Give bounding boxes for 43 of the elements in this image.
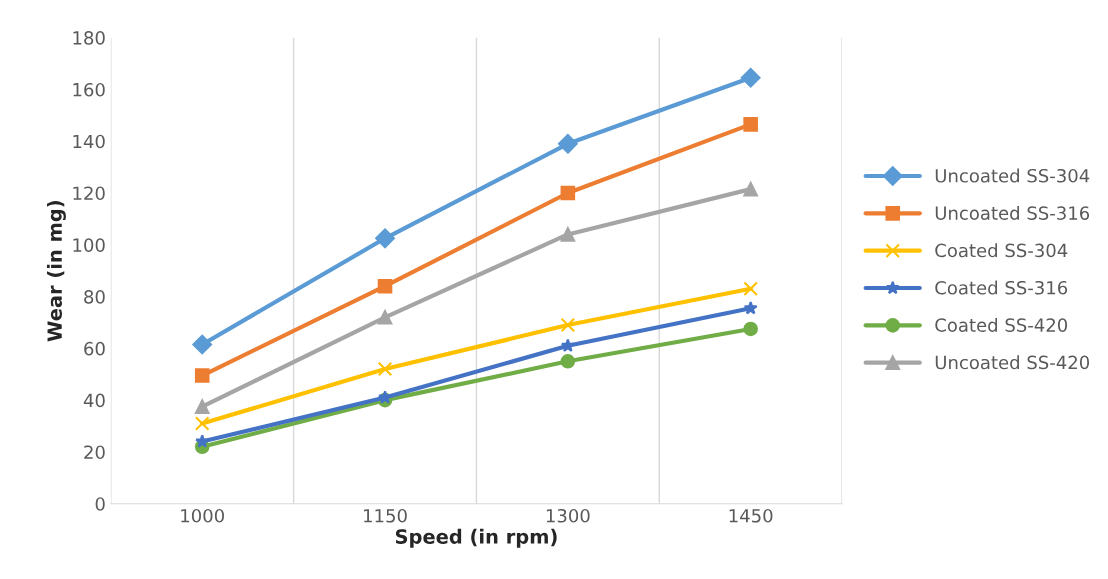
legend-label: Coated SS-420 bbox=[935, 317, 1068, 332]
point bbox=[743, 300, 758, 315]
point bbox=[743, 281, 758, 297]
x-tick-label: 1450 bbox=[729, 508, 773, 523]
point bbox=[560, 338, 575, 352]
point bbox=[377, 310, 393, 325]
point bbox=[560, 227, 576, 242]
point bbox=[194, 399, 210, 414]
point bbox=[194, 416, 210, 431]
point bbox=[560, 185, 576, 201]
y-tick-label: 100 bbox=[73, 238, 105, 252]
legend-label: Uncoated SS-304 bbox=[935, 168, 1090, 183]
point bbox=[560, 354, 576, 369]
point bbox=[375, 228, 395, 249]
x-tick-label: 1150 bbox=[364, 508, 407, 523]
y-tick-label: 80 bbox=[84, 290, 105, 304]
x-tick-label: 1300 bbox=[546, 508, 590, 523]
x-axis-title: Speed (in rpm) bbox=[395, 528, 557, 548]
legend-label: Uncoated SS-316 bbox=[935, 205, 1090, 220]
legend-label: Uncoated SS-420 bbox=[935, 355, 1090, 370]
y-tick-label: 180 bbox=[73, 31, 105, 45]
point bbox=[194, 368, 210, 383]
point bbox=[743, 321, 758, 337]
y-tick-label: 60 bbox=[84, 341, 105, 356]
y-tick-label: 20 bbox=[84, 445, 105, 460]
y-axis-title: Wear (in mg) bbox=[46, 201, 66, 342]
y-tick-label: 120 bbox=[73, 186, 105, 201]
point bbox=[560, 317, 576, 333]
x-tick-label: 1000 bbox=[181, 508, 224, 523]
y-tick-label: 0 bbox=[95, 497, 105, 511]
y-tick-label: 40 bbox=[83, 393, 105, 408]
point bbox=[743, 181, 758, 197]
point bbox=[377, 361, 393, 377]
point bbox=[195, 434, 210, 448]
point bbox=[743, 117, 758, 132]
point bbox=[740, 67, 761, 88]
legend-label: Coated SS-316 bbox=[935, 280, 1068, 295]
point bbox=[377, 278, 393, 294]
y-tick-label: 140 bbox=[73, 134, 105, 149]
point bbox=[192, 334, 213, 355]
y-tick-label: 160 bbox=[73, 82, 105, 97]
point bbox=[557, 133, 578, 154]
legend-label: Coated SS-304 bbox=[935, 243, 1068, 258]
